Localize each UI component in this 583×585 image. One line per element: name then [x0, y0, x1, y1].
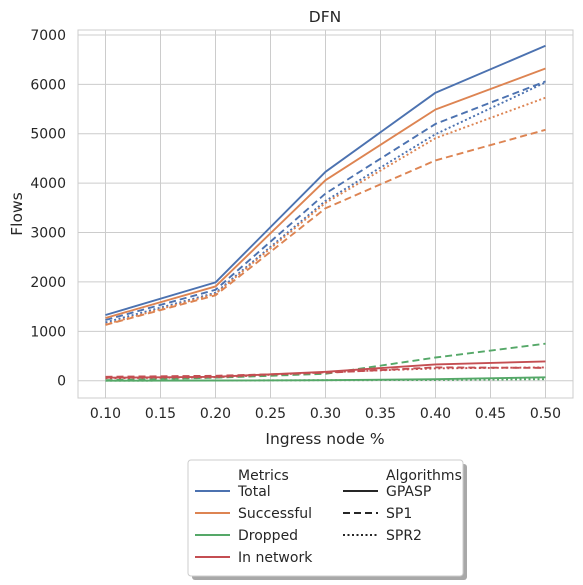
plot-area-frame — [77, 29, 574, 399]
x-tick-label: 0.10 — [90, 406, 121, 422]
series-line-successful-spr2 — [105, 96, 546, 326]
chart-title: DFN — [309, 8, 341, 26]
legend-metric-label: In network — [238, 550, 313, 566]
y-tick-label: 3000 — [30, 226, 66, 242]
x-tick-label: 0.20 — [200, 406, 231, 422]
y-tick-label: 4000 — [30, 176, 66, 192]
legend-metric-label: Dropped — [238, 528, 298, 544]
x-tick-label: 0.35 — [365, 406, 396, 422]
series-line-successful-gpasp — [105, 67, 546, 319]
x-tick-label: 0.45 — [475, 406, 506, 422]
series-line-dropped-sp1 — [105, 342, 546, 382]
y-tick-label: 1000 — [30, 324, 66, 340]
x-tick-label: 0.15 — [145, 406, 176, 422]
y-tick-label: 0 — [57, 374, 66, 390]
x-tick-label: 0.50 — [530, 406, 561, 422]
legend-algorithms-title: Algorithms — [386, 468, 462, 484]
x-tick-label: 0.25 — [255, 406, 286, 422]
x-tick-label: 0.30 — [310, 406, 341, 422]
legend-metric-label: Successful — [238, 506, 312, 522]
y-tick-label: 6000 — [30, 77, 66, 93]
legend-algorithm-label: GPASP — [386, 484, 431, 500]
x-tick-label: 0.40 — [420, 406, 451, 422]
legend-metrics-title: Metrics — [238, 468, 289, 484]
y-tick-label: 7000 — [30, 28, 66, 44]
series-line-dropped-spr2 — [105, 378, 546, 382]
x-tick-labels: 0.10 0.15 0.20 0.25 0.30 0.35 0.40 0.45 0.50 — [90, 406, 561, 422]
y-axis-label: Flows — [8, 192, 26, 235]
series-line-successful-sp1 — [105, 128, 546, 326]
y-tick-labels: 0 1000 2000 3000 4000 5000 6000 7000 — [30, 28, 66, 390]
legend-metrics: Total Successful Dropped In network — [195, 484, 313, 566]
legend-box — [187, 459, 464, 577]
legend-algorithm-label: SPR2 — [386, 528, 422, 544]
x-axis-label: Ingress node % — [265, 430, 384, 448]
y-tick-label: 2000 — [30, 275, 66, 291]
series-line-in-network-spr2 — [105, 366, 546, 380]
series-line-total-sp1 — [105, 80, 546, 321]
series-line-total-gpasp — [105, 44, 546, 316]
legend-algorithm-label: SP1 — [386, 506, 412, 522]
series-line-total-spr2 — [105, 81, 546, 324]
legend: Metrics Algorithms Total Successful Droppe… — [187, 459, 467, 580]
legend-metric-label: Total — [237, 484, 271, 500]
y-tick-label: 5000 — [30, 127, 66, 143]
series-line-in-network-sp1 — [105, 366, 546, 378]
grid-lines — [78, 30, 573, 398]
legend-algorithms: GPASP SP1 SPR2 — [343, 484, 431, 544]
series-layer — [105, 44, 546, 382]
